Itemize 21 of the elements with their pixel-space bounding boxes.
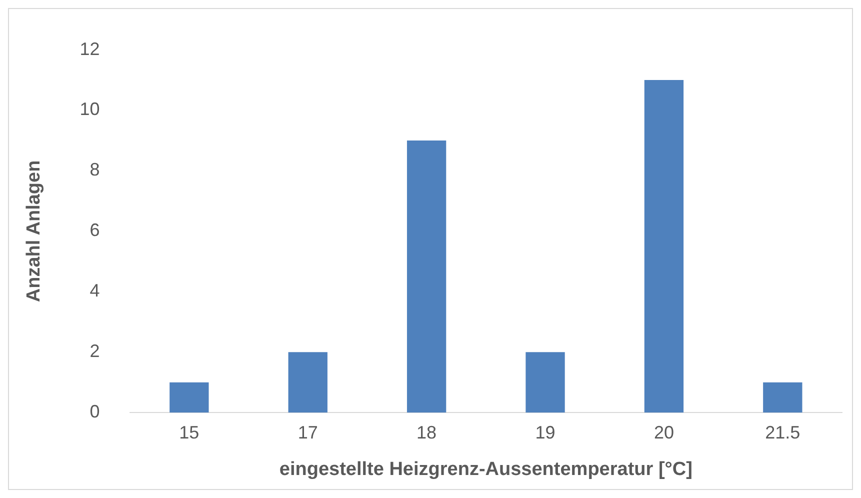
x-axis-title: eingestellte Heizgrenz-Aussentemperatur [°C]	[279, 458, 692, 480]
bar	[170, 382, 209, 413]
bar	[526, 352, 565, 413]
x-tick-label: 20	[654, 422, 674, 442]
y-tick-label: 6	[90, 220, 100, 240]
x-tick-label: 17	[298, 422, 318, 442]
y-axis-title: Anzahl Anlagen	[24, 160, 45, 302]
x-tick-label: 21.5	[765, 422, 800, 442]
y-tick-label: 8	[90, 160, 100, 180]
bar	[406, 140, 446, 413]
bar	[763, 382, 802, 413]
x-tick-label: 15	[179, 422, 200, 442]
x-tick-label: 18	[416, 422, 437, 442]
y-tick-label: 12	[80, 38, 100, 59]
y-tick-label: 0	[90, 402, 100, 422]
bar	[288, 352, 328, 413]
y-tick-label: 10	[80, 99, 100, 120]
y-tick-label: 4	[90, 280, 100, 301]
x-tick-label: 19	[535, 422, 556, 442]
bar	[644, 80, 684, 413]
y-tick-label: 2	[90, 341, 100, 362]
